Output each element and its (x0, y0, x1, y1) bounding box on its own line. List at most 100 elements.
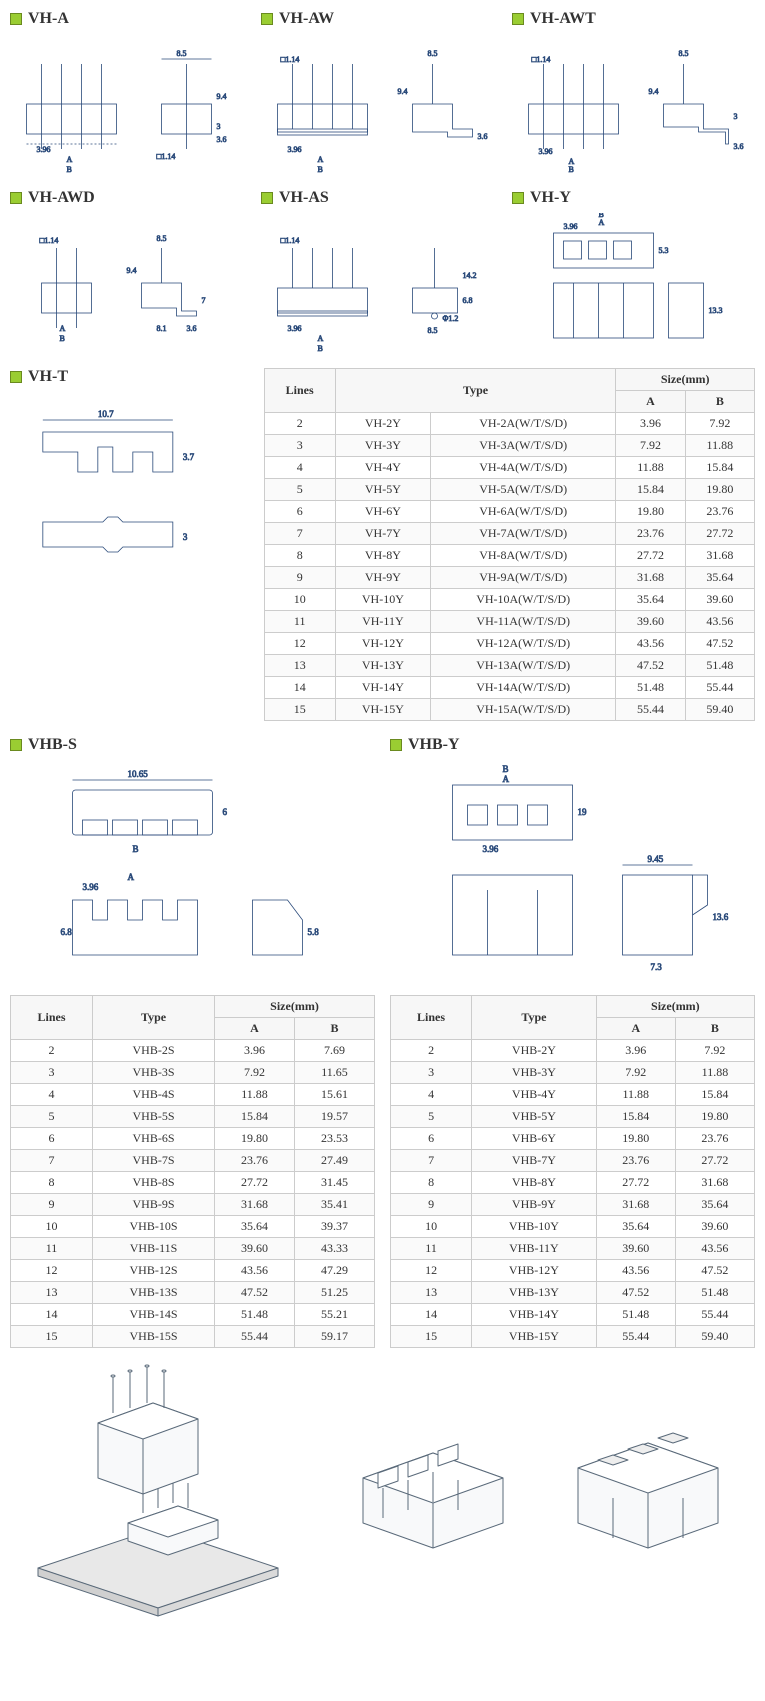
cell: 35.64 (215, 1216, 295, 1238)
cell: 23.53 (295, 1128, 375, 1150)
svg-text:B: B (503, 764, 509, 774)
table-row: 2VHB-2S3.967.69 (11, 1040, 375, 1062)
cell: VH-9Y (335, 567, 430, 589)
svg-text:10.7: 10.7 (98, 409, 114, 419)
cell: VHB-10S (93, 1216, 215, 1238)
cell: 2 (264, 413, 335, 435)
table-row: 5VHB-5S15.8419.57 (11, 1106, 375, 1128)
cell: 39.60 (215, 1238, 295, 1260)
cell: VHB-12Y (472, 1260, 597, 1282)
svg-text:9.4: 9.4 (398, 87, 408, 96)
cell: VH-11A(W/T/S/D) (431, 611, 616, 633)
cell: 15 (391, 1326, 472, 1348)
heading-vh-awd: VH-AWD (28, 189, 95, 207)
block-vhb-y: VHB-Y B A 3.96 19 9 (390, 736, 755, 980)
cell: VH-6A(W/T/S/D) (431, 501, 616, 523)
cell: 43.56 (215, 1260, 295, 1282)
cell: 43.56 (616, 633, 685, 655)
svg-text:B: B (133, 844, 139, 854)
cell: 3 (264, 435, 335, 457)
cell: 15.84 (616, 479, 685, 501)
cell: VH-6Y (335, 501, 430, 523)
cell: 23.76 (675, 1128, 754, 1150)
block-vh-awt: VH-AWT 3.96 A B □1.14 8.5 9.4 3 3.6 (512, 10, 755, 174)
cell: 9 (391, 1194, 472, 1216)
cell: 43.56 (596, 1260, 675, 1282)
cell: 12 (264, 633, 335, 655)
iso-housing1-icon (343, 1418, 523, 1558)
th-lines: Lines (11, 996, 93, 1040)
table-row: 5VHB-5Y15.8419.80 (391, 1106, 755, 1128)
cell: 27.72 (685, 523, 754, 545)
cell: VHB-4S (93, 1084, 215, 1106)
th-a: A (616, 391, 685, 413)
cell: VHB-10Y (472, 1216, 597, 1238)
svg-text:A: A (60, 324, 66, 333)
svg-text:A: A (503, 774, 510, 784)
cell: 35.64 (596, 1216, 675, 1238)
cell: VH-10A(W/T/S/D) (431, 589, 616, 611)
bullet-icon (261, 13, 273, 25)
cell: 4 (391, 1084, 472, 1106)
cell: VH-15Y (335, 699, 430, 721)
th-size: Size(mm) (596, 996, 754, 1018)
cell: VH-2A(W/T/S/D) (431, 413, 616, 435)
svg-text:3.7: 3.7 (183, 452, 195, 462)
cell: 11 (264, 611, 335, 633)
cell: 7.92 (596, 1062, 675, 1084)
cell: VHB-2S (93, 1040, 215, 1062)
cell: 31.68 (215, 1194, 295, 1216)
svg-text:3.96: 3.96 (564, 222, 578, 231)
cell: 15.84 (596, 1106, 675, 1128)
svg-text:A: A (128, 872, 135, 882)
cell: VH-12Y (335, 633, 430, 655)
svg-text:3.6: 3.6 (187, 324, 197, 333)
cell: 35.41 (295, 1194, 375, 1216)
table-row: 2VH-2YVH-2A(W/T/S/D)3.967.92 (264, 413, 754, 435)
cell: VHB-15S (93, 1326, 215, 1348)
cell: 39.60 (616, 611, 685, 633)
cell: 8 (391, 1172, 472, 1194)
cell: VHB-12S (93, 1260, 215, 1282)
bullet-icon (390, 739, 402, 751)
cell: 15 (264, 699, 335, 721)
cell: 15.84 (685, 457, 754, 479)
cell: 31.68 (616, 567, 685, 589)
iso-housing2-icon (558, 1418, 738, 1558)
svg-text:10.65: 10.65 (128, 769, 149, 779)
cell: 11.88 (596, 1084, 675, 1106)
cell: 11.88 (685, 435, 754, 457)
cell: 19.80 (685, 479, 754, 501)
cell: 6 (264, 501, 335, 523)
table-row: 9VHB-9S31.6835.41 (11, 1194, 375, 1216)
table-row: 12VH-12YVH-12A(W/T/S/D)43.5647.52 (264, 633, 754, 655)
cell: VHB-5Y (472, 1106, 597, 1128)
cell: 27.72 (596, 1172, 675, 1194)
cell: VH-9A(W/T/S/D) (431, 567, 616, 589)
heading-vh-aw: VH-AW (279, 10, 334, 28)
cell: 43.56 (675, 1238, 754, 1260)
svg-text:8.5: 8.5 (177, 49, 187, 58)
cell: VH-5Y (335, 479, 430, 501)
cell: VHB-5S (93, 1106, 215, 1128)
table-row: 3VHB-3Y7.9211.88 (391, 1062, 755, 1084)
cell: 11.88 (616, 457, 685, 479)
block-vhb-s: VHB-S 10.65 6 B 3.96 A 6.8 (10, 736, 375, 980)
table-row: 14VHB-14S51.4855.21 (11, 1304, 375, 1326)
cell: VH-7A(W/T/S/D) (431, 523, 616, 545)
heading-vh-awt: VH-AWT (530, 10, 596, 28)
cell: 35.64 (685, 567, 754, 589)
cell: VHB-9S (93, 1194, 215, 1216)
cell: 6 (391, 1128, 472, 1150)
svg-text:3.6: 3.6 (217, 135, 227, 144)
svg-text:3.6: 3.6 (478, 132, 488, 141)
table-row: 5VH-5YVH-5A(W/T/S/D)15.8419.80 (264, 479, 754, 501)
table-row: 8VHB-8S27.7231.45 (11, 1172, 375, 1194)
cell: 13 (391, 1282, 472, 1304)
table-row: 6VHB-6S19.8023.53 (11, 1128, 375, 1150)
cell: 10 (391, 1216, 472, 1238)
table-row: 4VHB-4S11.8815.61 (11, 1084, 375, 1106)
table-row: 11VH-11YVH-11A(W/T/S/D)39.6043.56 (264, 611, 754, 633)
spec-table-vhby: Lines Type Size(mm) A B 2VHB-2Y3.967.923… (390, 995, 755, 1348)
svg-text:13.3: 13.3 (709, 306, 723, 315)
